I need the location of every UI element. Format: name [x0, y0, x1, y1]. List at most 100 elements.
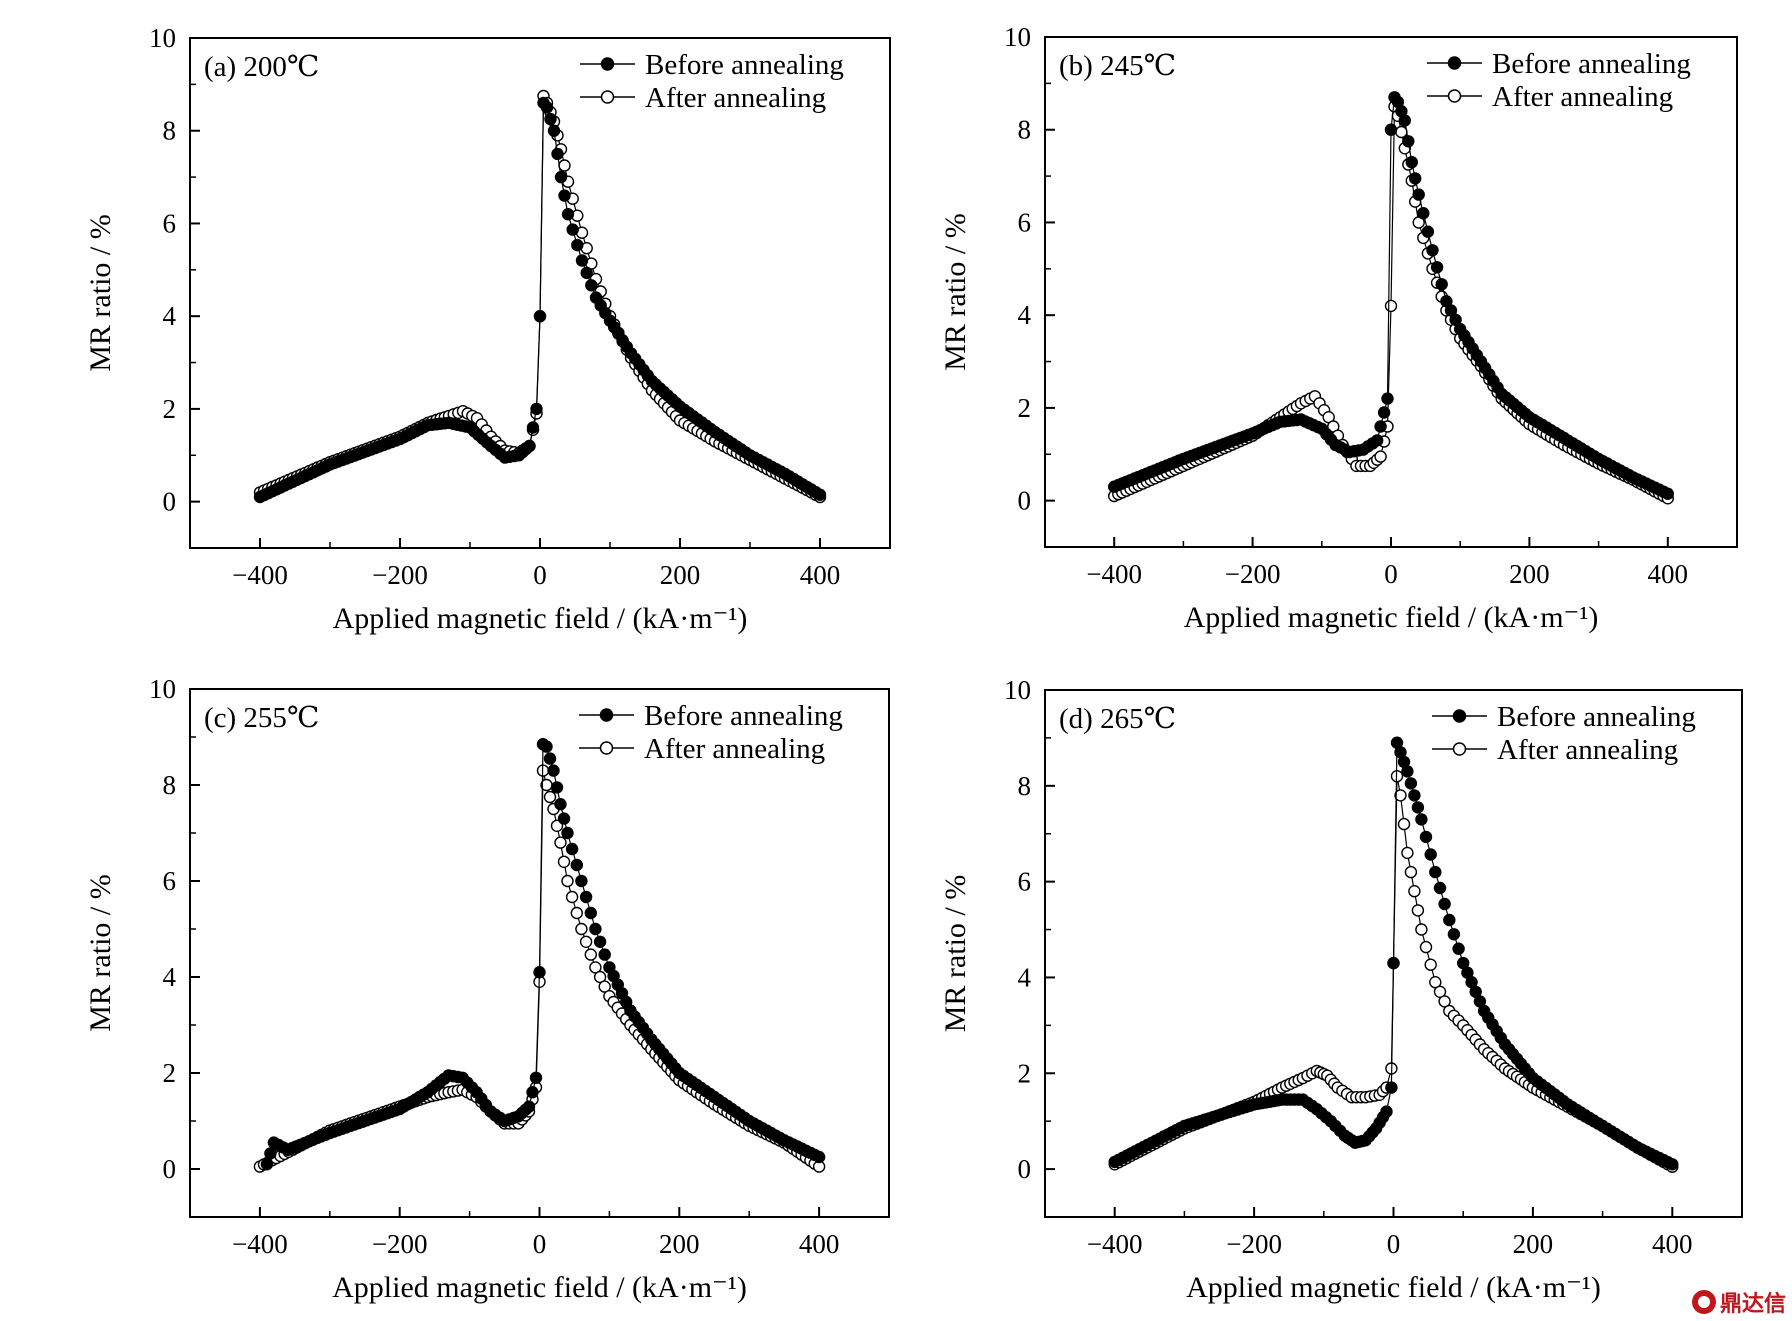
data-point	[1408, 172, 1422, 185]
x-tick-label: −400	[1086, 559, 1142, 589]
y-tick-label: 6	[1018, 207, 1032, 237]
data-point	[571, 238, 584, 252]
data-point	[1421, 225, 1435, 238]
data-point	[1424, 958, 1437, 971]
data-point	[575, 874, 588, 888]
data-point	[1408, 789, 1421, 802]
data-point	[1424, 848, 1437, 861]
data-point	[544, 112, 557, 126]
data-point	[1435, 278, 1448, 291]
series-before-annealing	[253, 96, 827, 504]
data-point	[589, 922, 602, 936]
data-point	[1411, 904, 1425, 917]
y-tick-label: 10	[149, 23, 176, 53]
legend-label: Before annealing	[1492, 48, 1691, 80]
data-point	[554, 798, 567, 811]
data-point	[1419, 830, 1433, 844]
panel-label: (d) 265℃	[1059, 703, 1176, 735]
x-tick-label: 200	[1509, 559, 1550, 589]
data-point	[1385, 1081, 1398, 1094]
legend-marker	[600, 57, 615, 71]
data-point	[1433, 881, 1447, 895]
data-point	[813, 488, 827, 501]
data-point	[1426, 244, 1439, 257]
data-point	[1661, 487, 1675, 500]
x-tick-label: −200	[1226, 1229, 1282, 1259]
x-tick-label: −400	[232, 1229, 288, 1259]
data-point	[584, 948, 597, 961]
x-tick-label: 400	[799, 1229, 840, 1259]
chart-panel-a: −400 −200 0 200 400 0 2 4 6 8 10 Applied magnetic f…	[84, 23, 891, 635]
x-tick-label: 0	[1387, 1229, 1401, 1259]
data-point	[589, 961, 602, 974]
y-tick-label: 0	[1018, 486, 1032, 516]
legend-label: After annealing	[645, 82, 826, 114]
data-point	[580, 266, 593, 280]
x-tick-label: −200	[372, 560, 428, 590]
series-before-annealing	[1107, 91, 1675, 500]
y-tick-label: 10	[149, 674, 176, 704]
data-point	[526, 1085, 539, 1099]
data-point	[1401, 846, 1414, 860]
data-point	[1377, 406, 1391, 419]
data-point	[1374, 420, 1387, 433]
data-point	[561, 826, 574, 840]
data-point	[1419, 940, 1433, 954]
series-before-annealing	[1108, 736, 1679, 1171]
y-tick-label: 6	[163, 208, 177, 238]
legend-label: After annealing	[1497, 734, 1678, 766]
data-point	[1415, 813, 1428, 826]
data-point	[579, 890, 593, 904]
y-axis-label: MR ratio / %	[84, 214, 117, 372]
series-line	[266, 743, 820, 1165]
legend-marker	[599, 741, 614, 755]
y-tick-label: 0	[163, 487, 177, 517]
legend-marker	[599, 708, 614, 722]
data-point	[566, 223, 579, 236]
x-tick-label: 200	[660, 560, 701, 590]
data-point	[1452, 942, 1465, 955]
legend-label: After annealing	[644, 733, 825, 765]
data-point	[557, 812, 571, 825]
data-point	[1394, 789, 1407, 802]
data-point	[1438, 995, 1451, 1008]
watermark-text: 鼎达信	[1719, 1292, 1786, 1317]
data-point	[558, 159, 571, 172]
data-point	[1666, 1158, 1679, 1171]
data-point	[575, 254, 589, 267]
data-point	[1370, 434, 1384, 447]
data-point	[1384, 123, 1398, 136]
chart-panel-c: −400 −200 0 200 400 0 2 4 6 8 10 Applied magnetic f…	[84, 674, 890, 1304]
data-point	[561, 874, 574, 888]
watermark: 鼎达信	[1691, 1287, 1786, 1317]
data-point	[264, 1147, 277, 1160]
y-tick-label: 4	[163, 301, 177, 331]
data-point	[598, 948, 611, 961]
chart-panel-d: −400 −200 0 200 400 0 2 4 6 8 10 Applied magnetic f…	[939, 675, 1743, 1304]
data-point	[523, 439, 536, 453]
data-point	[554, 836, 567, 849]
data-point	[1381, 392, 1394, 405]
data-point	[551, 147, 564, 161]
data-point	[1384, 299, 1398, 313]
data-point	[1430, 261, 1444, 274]
data-point	[565, 890, 579, 904]
y-axis-label: MR ratio / %	[84, 874, 117, 1032]
x-tick-label: −200	[1225, 559, 1281, 589]
data-point	[1415, 923, 1428, 936]
series-line	[1114, 742, 1673, 1165]
data-point	[550, 781, 564, 794]
y-axis-label: MR ratio / %	[939, 213, 972, 371]
data-point	[1395, 125, 1408, 139]
x-tick-label: −400	[1087, 1229, 1143, 1259]
data-point	[1417, 206, 1430, 220]
data-point	[1438, 897, 1451, 911]
y-tick-label: 10	[1004, 22, 1031, 52]
x-tick-label: −400	[232, 560, 288, 590]
data-point	[570, 858, 583, 872]
x-tick-label: 0	[1384, 559, 1398, 589]
data-point	[593, 935, 607, 948]
data-point	[579, 935, 593, 948]
data-point	[1408, 885, 1421, 898]
data-point	[1404, 865, 1418, 879]
